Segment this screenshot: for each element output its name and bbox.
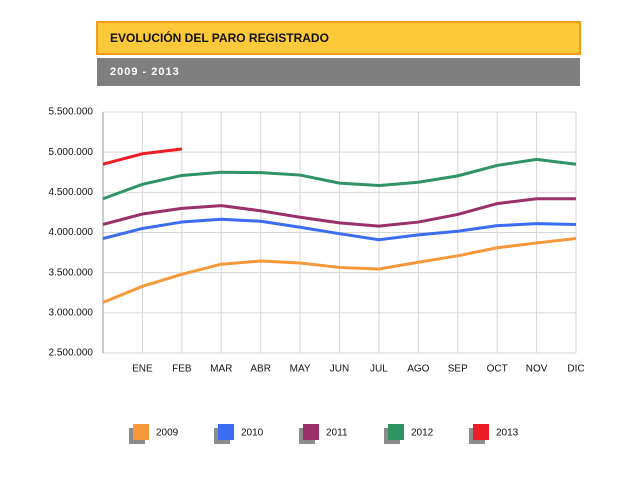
legend-label: 2012 (411, 428, 434, 439)
series-line (102, 147, 183, 166)
y-tick-label: 5.000.000 (49, 147, 94, 158)
x-tick-label: AGO (407, 364, 429, 375)
y-tick-label: 5.500.000 (49, 107, 94, 118)
x-tick-label: NOV (526, 364, 548, 375)
y-tick-label: 3.000.000 (49, 307, 94, 318)
series-line (102, 217, 577, 242)
x-tick-label: SEP (448, 364, 468, 375)
chart-title: EVOLUCIÓN DEL PARO REGISTRADO (110, 30, 329, 45)
legend-swatch (303, 424, 319, 440)
x-tick-label: OCT (487, 364, 508, 375)
legend-swatch (133, 424, 149, 440)
y-tick-label: 4.000.000 (49, 227, 94, 238)
subtitle-bar (97, 58, 580, 86)
chart-subtitle: 2009 - 2013 (110, 66, 180, 78)
y-tick-label: 3.500.000 (49, 267, 94, 278)
y-tick-label: 4.500.000 (49, 187, 94, 198)
legend-swatch (388, 424, 404, 440)
legend-swatch (218, 424, 234, 440)
legend-label: 2013 (496, 428, 519, 439)
title-bar (96, 21, 581, 55)
legend-label: 2010 (241, 428, 264, 439)
legend-swatch (473, 424, 489, 440)
x-tick-label: ENE (132, 364, 153, 375)
x-tick-label: ABR (250, 364, 271, 375)
series-line (102, 237, 577, 304)
y-tick-label: 2.500.000 (49, 348, 94, 359)
legend-label: 2009 (156, 428, 179, 439)
x-tick-label: FEB (172, 364, 192, 375)
x-tick-label: MAR (210, 364, 232, 375)
series-line (102, 157, 577, 201)
x-tick-label: JUL (370, 364, 388, 375)
x-tick-label: JUN (330, 364, 349, 375)
x-tick-label: MAY (290, 364, 311, 375)
x-tick-label: DIC (567, 364, 584, 375)
legend-label: 2011 (326, 428, 348, 439)
series-line (102, 197, 576, 228)
